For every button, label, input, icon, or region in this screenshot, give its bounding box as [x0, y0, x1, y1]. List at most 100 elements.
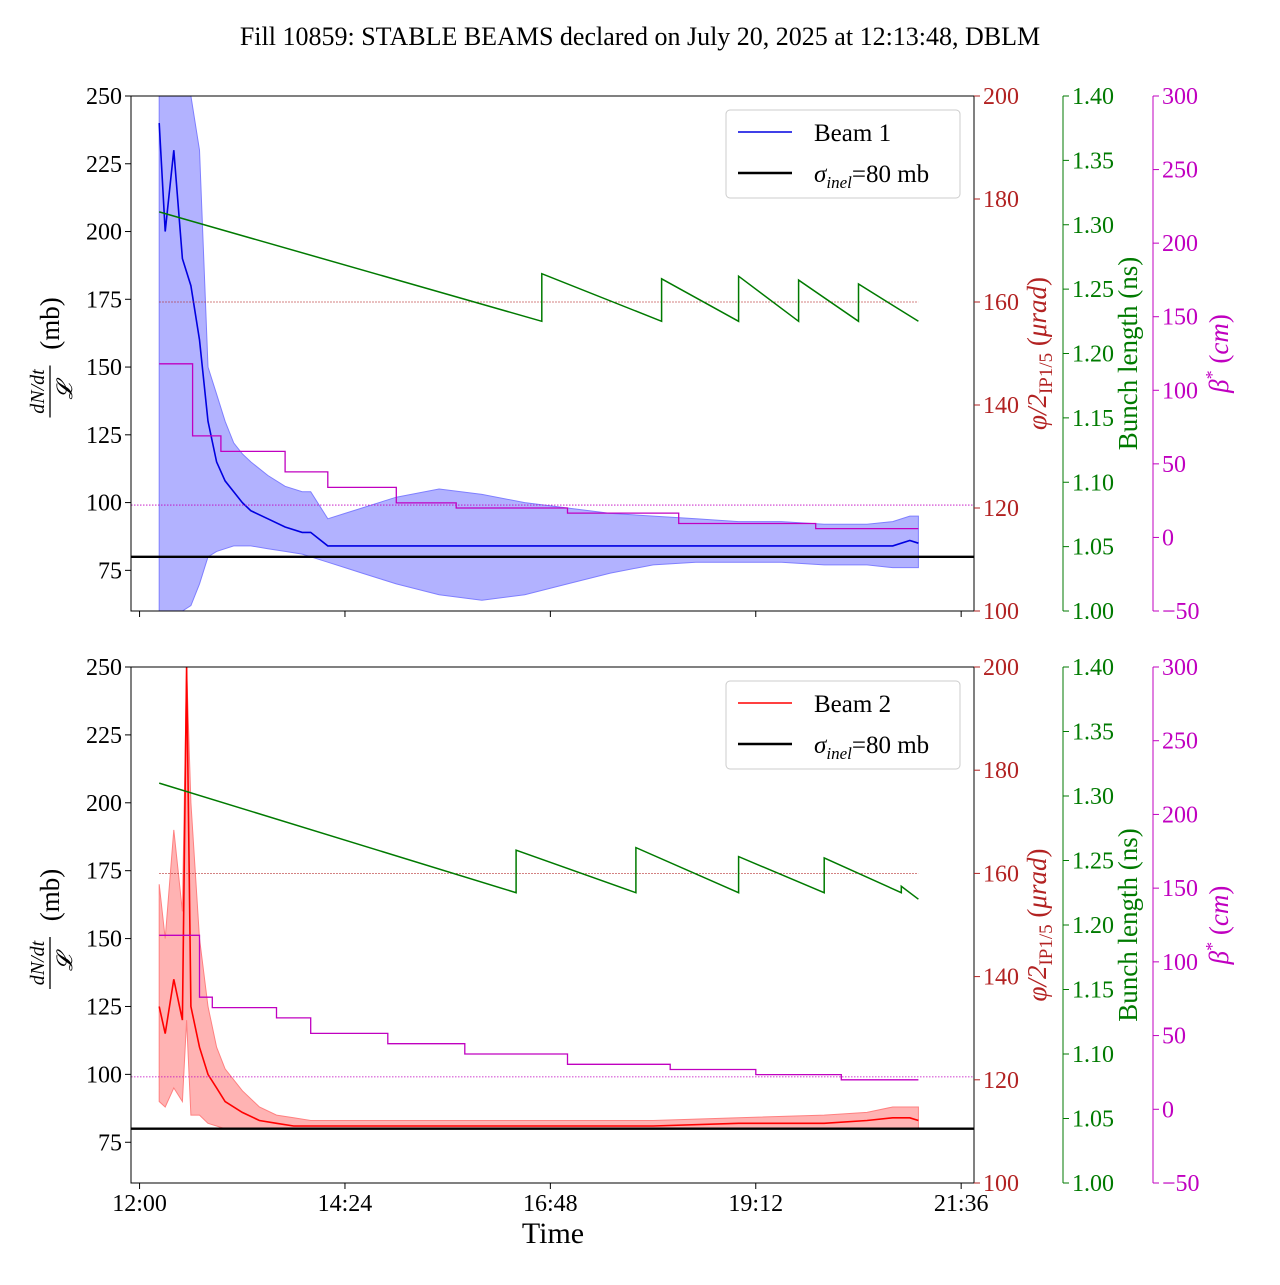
y-right2-tick-label: 1.40: [1072, 84, 1114, 110]
y-right2-tick-label: 1.35: [1072, 720, 1114, 746]
y-left-tick-label: 125: [86, 423, 122, 449]
y-right2-tick-label: 1.10: [1072, 1042, 1114, 1068]
y-right3-tick-label: 300: [1162, 84, 1198, 110]
legend-label-beam: Beam 1: [814, 120, 891, 147]
y-right3-tick-label: 0: [1162, 1097, 1174, 1123]
plot-frame: [130, 95, 975, 612]
crossing-angle-line: [159, 934, 919, 1081]
y-right2-tick-label: 1.25: [1072, 277, 1114, 303]
y-left-tick-label: 225: [86, 723, 122, 749]
y-left-label-num: dN/dt: [27, 369, 49, 414]
y-right2-tick-label: 1.15: [1072, 978, 1114, 1004]
y-right2-tick-label: 1.15: [1072, 406, 1114, 432]
y-right2-tick-label: 1.40: [1072, 655, 1114, 681]
bunch-length-line: [158, 211, 919, 323]
y-left-tick-label: 100: [86, 491, 122, 517]
y-right1-tick-label: 160: [983, 290, 1019, 316]
y-right3-tick-label: −50: [1162, 1171, 1200, 1197]
y-right1-tick-label: 100: [983, 1171, 1019, 1197]
y-right2-tick-label: 1.30: [1072, 213, 1114, 239]
y-right2-tick-label: 1.05: [1072, 535, 1114, 561]
y-right2-tick-label: 1.20: [1072, 342, 1114, 368]
legend: Beam 2 σinel=80 mb: [725, 680, 961, 770]
y-right3-tick-label: 100: [1162, 950, 1198, 976]
y-left-label-den: 𝓛: [52, 378, 77, 400]
beam-mean-line: [158, 667, 919, 1127]
y-left-tick-label: 250: [86, 84, 122, 110]
plot-frame: [130, 666, 975, 1184]
legend: Beam 1 σinel=80 mb: [725, 109, 961, 199]
y-right3-tick-label: 0: [1162, 525, 1174, 551]
beam-mean-line: [158, 123, 919, 547]
y-right1-tick-label: 180: [983, 758, 1019, 784]
crossing-angle-line: [159, 363, 919, 530]
y-right1-label: φ/2IP1/5 (μrad): [1022, 849, 1057, 1002]
y-right1-tick-label: 140: [983, 393, 1019, 419]
y-right1-tick-label: 100: [983, 599, 1019, 625]
y-right1-label: φ/2IP1/5 (μrad): [1022, 277, 1057, 430]
plot-area: [131, 667, 974, 1130]
legend-label-sigma: σinel=80 mb: [814, 161, 929, 192]
y-right1-tick-label: 200: [983, 84, 1019, 110]
y-left-tick-label: 200: [86, 791, 122, 817]
plot-area: [131, 96, 974, 611]
legend-label-sigma: σinel=80 mb: [814, 732, 929, 763]
y-right1-tick-label: 120: [983, 1068, 1019, 1094]
y-right3-label: β* (cm): [1202, 886, 1234, 966]
y-right2-tick-label: 1.20: [1072, 913, 1114, 939]
y-right2-tick-label: 1.05: [1072, 1107, 1114, 1133]
y-right3-tick-label: 200: [1162, 802, 1198, 828]
x-tick-label: 16:48: [523, 1191, 578, 1217]
y-left-tick-label: 175: [86, 287, 122, 313]
y-right3-tick-label: −50: [1162, 599, 1200, 625]
y-right3-tick-label: 150: [1162, 876, 1198, 902]
x-tick-label: 21:36: [934, 1191, 989, 1217]
y-right3-tick-label: 100: [1162, 378, 1198, 404]
y-right2-tick-label: 1.00: [1072, 1171, 1114, 1197]
y-left-tick-label: 225: [86, 152, 122, 178]
y-left-tick-label: 75: [98, 1130, 122, 1156]
y-left-tick-label: 100: [86, 1062, 122, 1088]
x-tick-label: 12:00: [112, 1191, 167, 1217]
bottom-panel: 75 100 125 150 175 200 225 250 100 120 140 160 180 20…: [27, 655, 1234, 1217]
y-right3-tick-label: 50: [1162, 1024, 1186, 1050]
y-right1-tick-label: 200: [983, 655, 1019, 681]
x-tick-label: 19:12: [728, 1191, 783, 1217]
y-right3-tick-label: 200: [1162, 231, 1198, 257]
y-right2-label: Bunch length (ns): [1113, 828, 1143, 1021]
y-left-tick-label: 125: [86, 994, 122, 1020]
y-left-label-unit: (mb): [35, 297, 65, 349]
y-left-label: dN/dt 𝓛 (mb): [27, 869, 77, 989]
y-left-tick-label: 75: [98, 558, 122, 584]
y-left-label-den: 𝓛: [52, 949, 77, 971]
y-left-tick-label: 200: [86, 220, 122, 246]
y-right1-tick-label: 120: [983, 496, 1019, 522]
y-right2-tick-label: 1.00: [1072, 599, 1114, 625]
y-right2-tick-label: 1.25: [1072, 849, 1114, 875]
y-left-label: dN/dt 𝓛 (mb): [27, 297, 77, 418]
bunch-length-line: [158, 782, 919, 900]
y-right2-tick-label: 1.30: [1072, 784, 1114, 810]
legend-label-beam: Beam 2: [814, 691, 891, 718]
y-right2-label: Bunch length (ns): [1113, 257, 1143, 450]
y-left-tick-label: 150: [86, 927, 122, 953]
y-right1-tick-label: 140: [983, 965, 1019, 991]
y-left-label-num: dN/dt: [27, 940, 49, 985]
y-right3-tick-label: 150: [1162, 305, 1198, 331]
figure-title: Fill 10859: STABLE BEAMS declared on Jul…: [240, 22, 1040, 51]
y-left-tick-label: 250: [86, 655, 122, 681]
y-right1-tick-label: 160: [983, 861, 1019, 887]
y-right3-tick-label: 50: [1162, 452, 1186, 478]
y-left-tick-label: 150: [86, 355, 122, 381]
y-left-label-unit: (mb): [35, 869, 65, 921]
y-right3-tick-label: 300: [1162, 655, 1198, 681]
top-panel: 75 100 125 150 175 200 225 250 100 120 140 160 180 20…: [27, 84, 1234, 625]
y-right2-tick-label: 1.10: [1072, 470, 1114, 496]
y-right3-label: β* (cm): [1202, 314, 1234, 394]
y-right1-tick-label: 180: [983, 187, 1019, 213]
y-right2-tick-label: 1.35: [1072, 148, 1114, 174]
x-tick-label: 14:24: [318, 1191, 373, 1217]
y-right3-tick-label: 250: [1162, 729, 1198, 755]
